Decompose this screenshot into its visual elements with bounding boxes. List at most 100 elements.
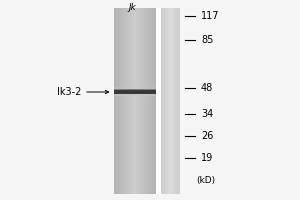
Bar: [152, 8, 153, 194]
Bar: [124, 8, 125, 194]
Bar: [169, 8, 170, 194]
Bar: [123, 8, 124, 194]
Bar: [137, 8, 138, 194]
Text: 85: 85: [201, 35, 213, 45]
Bar: [174, 8, 175, 194]
Bar: [144, 8, 145, 194]
Bar: [118, 8, 119, 194]
Bar: [138, 8, 139, 194]
Bar: [114, 88, 156, 89]
Bar: [176, 8, 177, 194]
Bar: [117, 8, 118, 194]
Bar: [125, 8, 126, 194]
Bar: [116, 8, 117, 194]
Bar: [171, 8, 172, 194]
Bar: [162, 8, 163, 194]
Bar: [163, 8, 164, 194]
Bar: [114, 95, 156, 96]
Bar: [115, 8, 116, 194]
Bar: [174, 8, 175, 194]
Bar: [164, 8, 165, 194]
Bar: [118, 8, 119, 194]
Bar: [136, 8, 137, 194]
Bar: [152, 8, 153, 194]
Bar: [133, 8, 134, 194]
Text: (kD): (kD): [196, 176, 216, 184]
Bar: [142, 8, 143, 194]
Bar: [114, 8, 115, 194]
Bar: [114, 97, 156, 98]
Text: Ik3-2: Ik3-2: [57, 87, 81, 97]
Bar: [114, 86, 156, 87]
Bar: [178, 8, 179, 194]
Bar: [176, 8, 177, 194]
Bar: [170, 8, 171, 194]
Bar: [170, 8, 171, 194]
Bar: [174, 8, 175, 194]
Bar: [167, 8, 168, 194]
Bar: [147, 8, 148, 194]
Text: 19: 19: [201, 153, 213, 163]
Bar: [129, 8, 130, 194]
Bar: [161, 8, 162, 194]
Bar: [153, 8, 154, 194]
Bar: [167, 8, 168, 194]
Bar: [131, 8, 132, 194]
Bar: [138, 8, 139, 194]
Bar: [114, 8, 115, 194]
Bar: [169, 8, 170, 194]
Bar: [178, 8, 179, 194]
Bar: [163, 8, 164, 194]
Bar: [150, 8, 151, 194]
Bar: [142, 8, 143, 194]
Bar: [131, 8, 132, 194]
Bar: [177, 8, 178, 194]
Bar: [169, 8, 170, 194]
Bar: [176, 8, 177, 194]
Bar: [179, 8, 180, 194]
Bar: [126, 8, 127, 194]
Bar: [135, 8, 136, 194]
Bar: [124, 8, 125, 194]
Bar: [135, 8, 136, 194]
Bar: [136, 8, 137, 194]
Bar: [143, 8, 144, 194]
Bar: [114, 94, 156, 95]
Bar: [156, 8, 160, 194]
Bar: [120, 8, 121, 194]
Bar: [119, 8, 120, 194]
Bar: [151, 8, 152, 194]
Bar: [171, 8, 172, 194]
Bar: [132, 8, 133, 194]
Bar: [173, 8, 174, 194]
Bar: [149, 8, 150, 194]
Bar: [173, 8, 174, 194]
Bar: [137, 8, 138, 194]
Bar: [171, 8, 172, 194]
Bar: [168, 8, 169, 194]
Bar: [127, 8, 128, 194]
Text: 34: 34: [201, 109, 213, 119]
Bar: [175, 8, 176, 194]
Bar: [141, 8, 142, 194]
Bar: [134, 8, 135, 194]
Bar: [121, 8, 122, 194]
Bar: [132, 8, 133, 194]
Text: 117: 117: [201, 11, 220, 21]
Bar: [122, 8, 123, 194]
Bar: [167, 8, 168, 194]
Bar: [172, 8, 173, 194]
Bar: [128, 8, 129, 194]
Bar: [179, 8, 180, 194]
Bar: [147, 8, 148, 194]
Bar: [172, 8, 173, 194]
Bar: [114, 87, 156, 88]
Bar: [114, 89, 156, 90]
Bar: [165, 8, 166, 194]
Bar: [169, 8, 170, 194]
Bar: [134, 8, 135, 194]
Bar: [170, 8, 171, 194]
Bar: [116, 8, 117, 194]
Bar: [130, 8, 131, 194]
Bar: [139, 8, 140, 194]
